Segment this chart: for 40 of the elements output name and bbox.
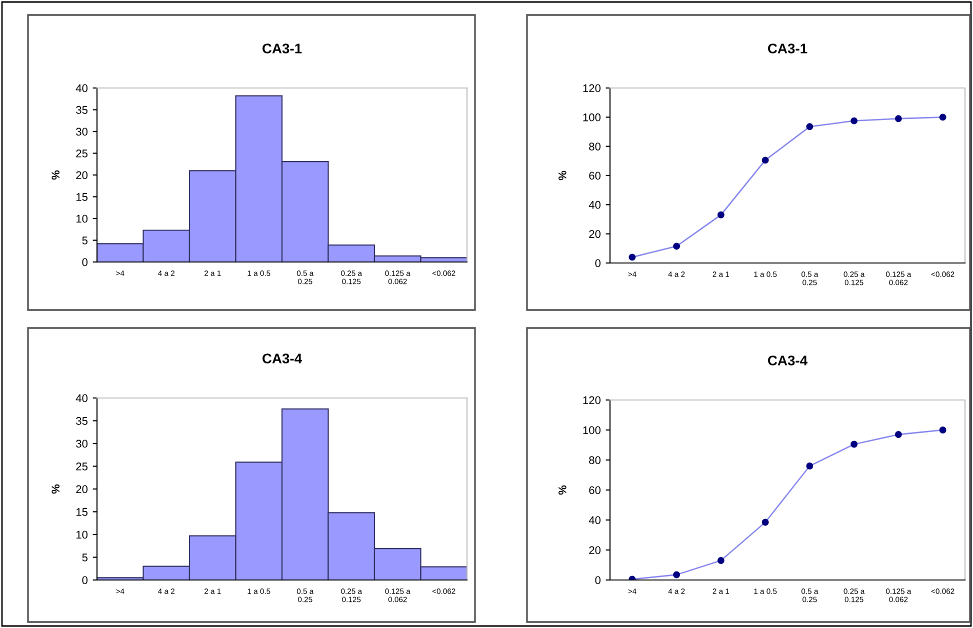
y-tick-label: 35 xyxy=(76,106,88,114)
y-tick-label: 20 xyxy=(76,171,88,180)
y-tick-label: 60 xyxy=(589,172,601,180)
y-tick-label: 10 xyxy=(76,530,88,539)
y-tick-label: 120 xyxy=(583,396,601,404)
chart-title: CA3-1 xyxy=(262,44,302,54)
y-axis-title: % xyxy=(558,485,566,495)
y-tick-label: 40 xyxy=(76,394,88,402)
y-tick-label: 80 xyxy=(589,142,601,150)
y-tick-label: 20 xyxy=(76,485,88,494)
chart-title: CA3-1 xyxy=(768,44,808,54)
y-tick-label: 10 xyxy=(76,214,88,223)
y-tick-label: 5 xyxy=(82,236,88,244)
chart-title: CA3-4 xyxy=(262,354,302,364)
y-tick-label: 35 xyxy=(76,417,88,425)
y-tick-label: 15 xyxy=(76,193,88,201)
y-tick-label: 40 xyxy=(588,200,601,209)
y-tick-label: 0 xyxy=(82,576,88,584)
y-tick-label: 30 xyxy=(76,440,88,448)
y-tick-label: 20 xyxy=(589,230,601,238)
y-tick-label: 60 xyxy=(589,486,601,494)
y-tick-label: 0 xyxy=(82,258,88,266)
y-tick-label: 80 xyxy=(589,456,601,464)
y-tick-label: 100 xyxy=(583,113,601,122)
y-axis-title: % xyxy=(52,170,60,180)
y-tick-label: 20 xyxy=(589,546,601,554)
y-tick-label: 40 xyxy=(588,516,601,524)
chart-title: CA3-4 xyxy=(768,356,808,366)
y-axis-title: % xyxy=(558,170,566,180)
y-tick-label: 100 xyxy=(583,426,601,434)
y-axis-title: % xyxy=(52,484,60,494)
y-tick-label: 5 xyxy=(82,554,88,562)
y-tick-label: 40 xyxy=(76,84,88,92)
y-tick-label: 25 xyxy=(76,462,88,470)
y-tick-label: 25 xyxy=(76,150,88,158)
y-tick-label: 120 xyxy=(583,84,601,92)
y-tick-label: 15 xyxy=(76,508,88,516)
y-tick-label: 30 xyxy=(76,128,88,136)
y-tick-label: 0 xyxy=(595,576,601,584)
y-tick-label: 0 xyxy=(595,259,601,268)
